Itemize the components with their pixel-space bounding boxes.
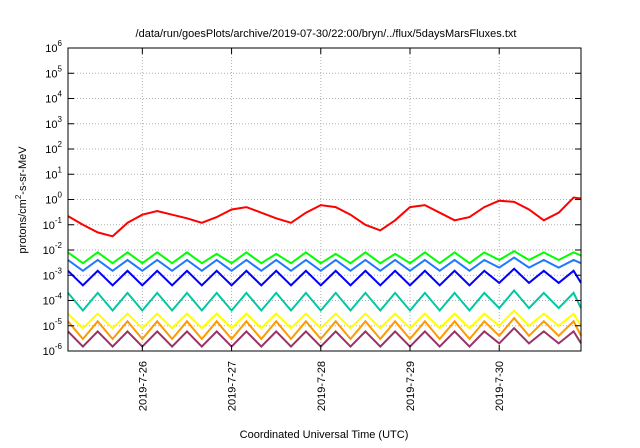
series-line-3 xyxy=(67,256,582,273)
y-tick-label: 105 xyxy=(45,64,62,80)
y-tick-label: 10-2 xyxy=(43,241,63,257)
y-tick-label: 10-1 xyxy=(43,216,63,232)
y-tick-label: 10-4 xyxy=(43,292,63,308)
x-tick-label: 2019-7-26 xyxy=(137,361,149,411)
y-tick-label: 104 xyxy=(45,90,62,106)
x-axis-label: Coordinated Universal Time (UTC) xyxy=(240,429,409,441)
series-line-8 xyxy=(67,326,582,349)
series-line-6 xyxy=(67,309,582,330)
x-tick-label: 2019-7-27 xyxy=(227,361,239,411)
grid xyxy=(68,48,581,351)
ticks xyxy=(68,47,581,352)
x-tick-label: 2019-7-30 xyxy=(494,361,506,411)
y-axis-label: protons/cm2-s-sr-MeV xyxy=(14,146,29,254)
y-tick-label: 103 xyxy=(45,115,62,131)
y-tick-label: 106 xyxy=(45,39,62,55)
series-line-7 xyxy=(67,316,582,341)
y-tick-label: 102 xyxy=(45,140,62,156)
x-tick-label: 2019-7-29 xyxy=(405,361,417,411)
series-line-4 xyxy=(67,267,582,287)
y-tick-label: 10-5 xyxy=(43,317,63,333)
series-line-2 xyxy=(67,250,582,265)
chart-title: /data/run/goesPlots/archive/2019-07-30/2… xyxy=(136,28,517,40)
y-tick-label: 101 xyxy=(45,165,62,181)
series-layer xyxy=(67,196,582,349)
x-tick-labels: 2019-7-26 2019-7-27 2019-7-28 2019-7-29 2019… xyxy=(137,361,506,411)
y-tick-label: 10-6 xyxy=(43,342,63,358)
y-tick-label: 10-3 xyxy=(43,266,63,282)
y-tick-labels: 10-6 10-5 10-4 10-3 10-2 10-1 100 101 102 103 104 1… xyxy=(43,39,63,358)
x-tick-label: 2019-7-28 xyxy=(316,361,328,411)
y-tick-label: 100 xyxy=(45,191,62,207)
series-line-5 xyxy=(67,288,582,313)
series-line-1 xyxy=(67,196,582,238)
